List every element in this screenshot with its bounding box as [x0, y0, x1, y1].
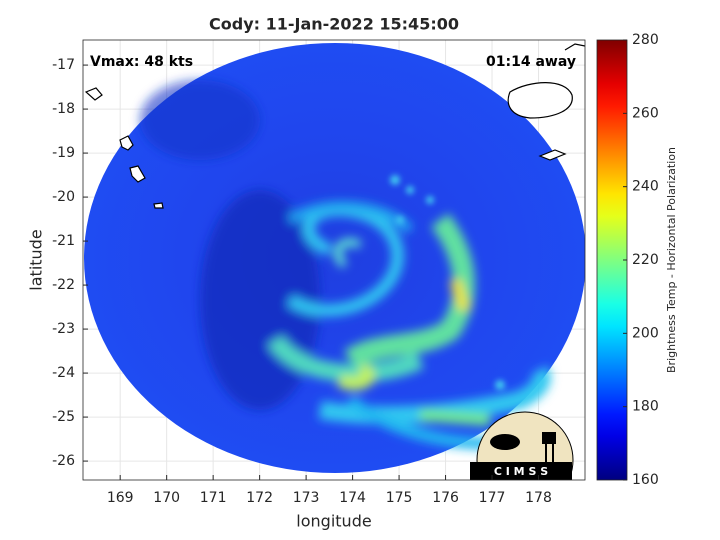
y-tick-label: -23	[52, 321, 75, 337]
colorbar-label: Brightness Temp - Horizontal Polarizatio…	[665, 147, 678, 373]
annotation: Vmax: 48 kts	[90, 54, 193, 70]
x-tick-label: 172	[246, 490, 273, 506]
plot-frame	[82, 39, 586, 481]
x-tick-label: 170	[153, 490, 180, 506]
x-tick-label: 174	[339, 490, 366, 506]
y-tick-label: -21	[52, 233, 75, 249]
y-tick-label: -17	[52, 57, 75, 73]
colorbar	[596, 39, 628, 481]
x-tick-label: 169	[107, 490, 134, 506]
y-tick-label: -20	[52, 189, 75, 205]
x-tick-label: 173	[293, 490, 320, 506]
x-axis-label: longitude	[296, 512, 371, 531]
x-tick-label: 178	[525, 490, 552, 506]
colorbar-tick-label: 240	[632, 179, 659, 195]
colorbar-tick-label: 200	[632, 325, 659, 341]
chart-title: Cody: 11-Jan-2022 15:45:00	[209, 15, 459, 34]
x-tick-label: 176	[432, 490, 459, 506]
x-tick-label: 171	[200, 490, 227, 506]
colorbar-tick-label: 160	[632, 472, 659, 488]
y-tick-label: -25	[52, 409, 75, 425]
logo-text: C I M S S	[494, 465, 548, 478]
colorbar-tick-label: 260	[632, 105, 659, 121]
y-tick-label: -18	[52, 101, 75, 117]
colorbar-tick-label: 280	[632, 32, 659, 48]
annotation: 01:14 away	[486, 54, 576, 70]
coastline	[84, 43, 585, 209]
y-tick-label: -24	[52, 365, 75, 381]
colorbar-tick-label: 220	[632, 252, 659, 268]
cimss-logo: C I M S S	[470, 411, 574, 480]
colorbar-tick-label: 180	[632, 399, 659, 415]
x-tick-label: 175	[386, 490, 413, 506]
x-tick-label: 177	[479, 490, 506, 506]
y-axis-label: latitude	[27, 229, 46, 290]
y-tick-label: -19	[52, 145, 75, 161]
satellite-image: C I M S S	[84, 43, 585, 480]
y-tick-label: -26	[52, 453, 75, 469]
y-tick-label: -22	[52, 277, 75, 293]
